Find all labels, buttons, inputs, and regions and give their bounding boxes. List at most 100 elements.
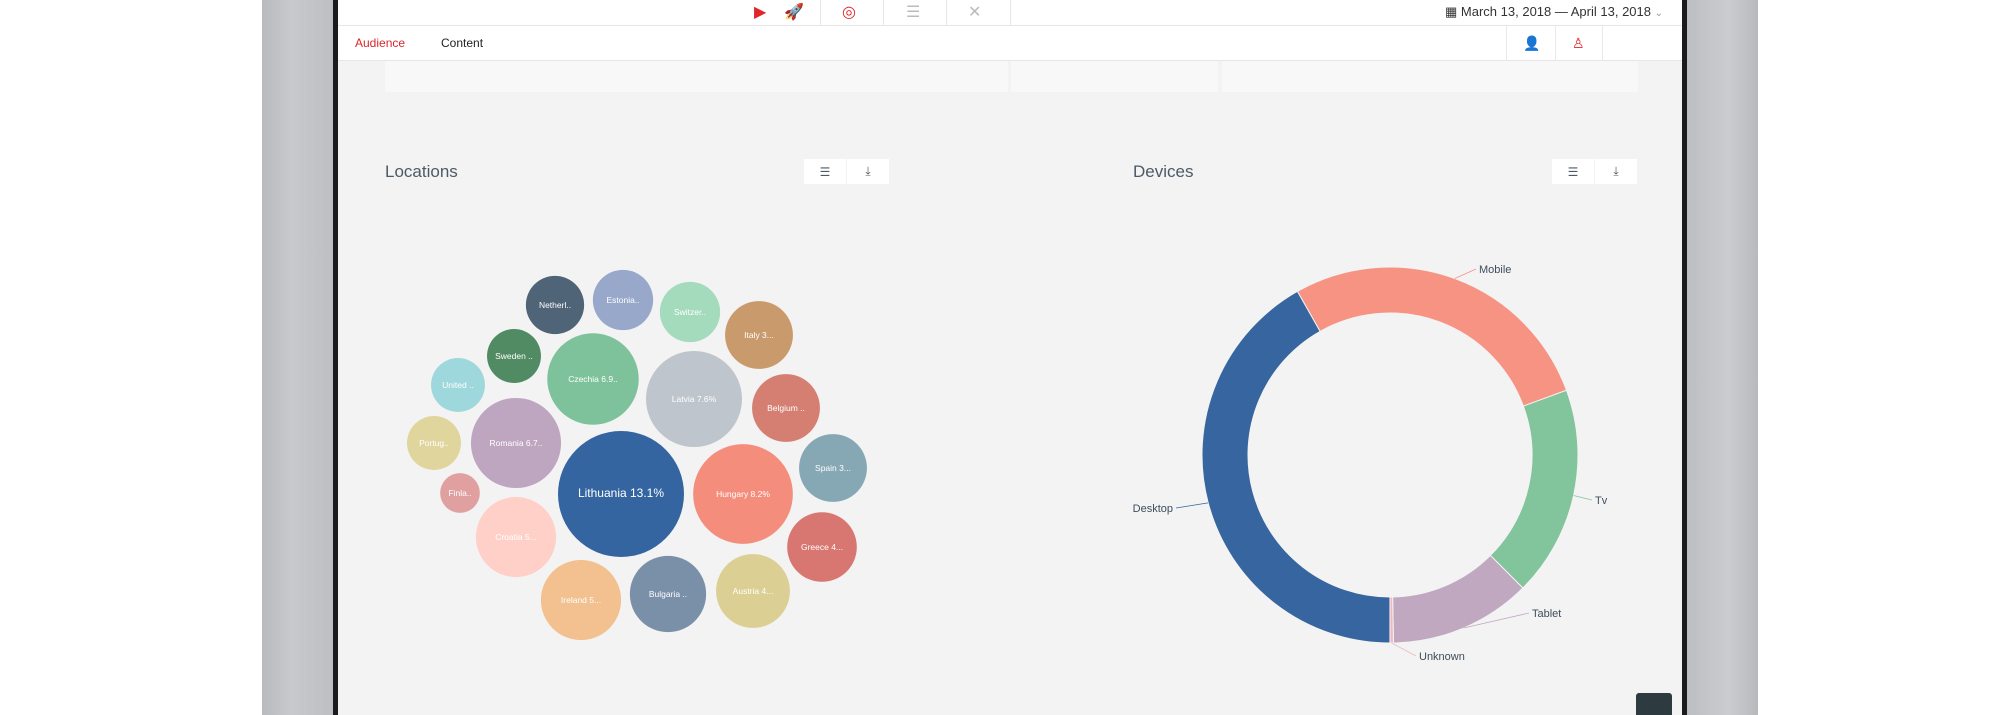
locations-list-button[interactable]: ☰	[804, 159, 846, 184]
bubble-label: Greece 4...	[801, 542, 843, 552]
bubble-circle[interactable]	[475, 496, 557, 578]
donut-slice-mobile[interactable]	[1296, 266, 1568, 407]
bubble-label: Ireland 5...	[561, 595, 601, 605]
tools-icon[interactable]: ✕	[968, 4, 982, 21]
bubble-3[interactable]: Czechia 6.9..	[547, 333, 639, 425]
bubble-2[interactable]: Latvia 7.6%	[646, 351, 742, 447]
locations-bubble-chart: Lithuania 13.1% Hungary 8.2% Latvia 7.6% Cz…	[407, 269, 867, 641]
tab-content[interactable]: Content	[441, 36, 484, 50]
bubble-14[interactable]: Switzer..	[659, 281, 721, 343]
devices-title: Devices	[1133, 162, 1194, 181]
target-icon[interactable]: ◎	[842, 4, 856, 21]
bubble-label: Estonia..	[606, 295, 639, 305]
bubble-label: Romania 6.7..	[490, 438, 543, 448]
divider	[1555, 26, 1556, 61]
bubble-10[interactable]: Italy 3...	[725, 301, 793, 369]
donut-slice-tv[interactable]	[1489, 389, 1579, 589]
chevron-down-icon: ⌄	[1654, 8, 1663, 19]
user-icon[interactable]: ♙	[1572, 35, 1585, 51]
bubble-5[interactable]: Croatia 5...	[475, 496, 557, 578]
bubble-circle[interactable]	[547, 333, 639, 425]
bubble-label: Spain 3...	[815, 463, 851, 473]
bubble-circle[interactable]	[646, 351, 742, 447]
locations-title: Locations	[385, 162, 458, 181]
bubble-circle[interactable]	[799, 434, 867, 502]
bubble-0[interactable]: Lithuania 13.1%	[558, 431, 684, 557]
bubble-circle[interactable]	[470, 397, 562, 489]
bubble-circle[interactable]	[592, 269, 654, 331]
bubble-19[interactable]: Finla..	[440, 473, 480, 513]
bubble-circle[interactable]	[629, 555, 707, 633]
summary-card	[1011, 61, 1218, 92]
summary-card	[1222, 61, 1638, 92]
divider	[1010, 0, 1011, 26]
bubble-8[interactable]: Austria 4...	[716, 554, 790, 628]
bubble-label: Latvia 7.6%	[672, 394, 717, 404]
bubble-1[interactable]: Hungary 8.2%	[693, 444, 793, 544]
calendar-icon: ▦	[1445, 4, 1458, 19]
bubble-11[interactable]: Belgium ..	[752, 374, 820, 442]
list-icon: ☰	[819, 164, 831, 179]
bubble-circle[interactable]	[487, 329, 541, 383]
bubble-17[interactable]: United ..	[431, 358, 485, 412]
divider	[883, 0, 884, 26]
bubble-16[interactable]: Sweden ..	[487, 329, 541, 383]
device-bezel-right	[1686, 0, 1758, 715]
bubble-circle[interactable]	[431, 358, 485, 412]
bubble-9[interactable]: Greece 4...	[787, 512, 857, 582]
donut-slice-unknown[interactable]	[1389, 596, 1394, 644]
bubble-7[interactable]: Bulgaria ..	[629, 555, 707, 633]
bubble-circle[interactable]	[558, 431, 684, 557]
bubble-label: Czechia 6.9..	[568, 374, 618, 384]
checklist-icon[interactable]: ☰	[906, 4, 921, 21]
bubble-circle[interactable]	[659, 281, 721, 343]
devices-download-button[interactable]: ⤓	[1595, 159, 1637, 184]
locations-download-button[interactable]: ⤓	[847, 159, 889, 184]
chat-button[interactable]	[1636, 693, 1672, 715]
divider	[1506, 26, 1507, 61]
donut-label: Tablet	[1532, 608, 1561, 620]
tab-audience[interactable]: Audience	[355, 36, 406, 50]
divider	[820, 0, 821, 26]
bubble-6[interactable]: Ireland 5...	[540, 559, 622, 641]
bubble-circle[interactable]	[787, 512, 857, 582]
summary-card	[385, 61, 1008, 92]
bubble-label: Sweden ..	[495, 351, 533, 361]
top-bar: ▶ 🚀 ◎ ☰ ✕ ▦ March 13, 2018 — April 13, 2…	[338, 0, 1682, 26]
bubble-label: Finla..	[448, 488, 471, 498]
rocket-icon[interactable]: 🚀	[784, 4, 804, 21]
list-icon: ☰	[1567, 164, 1579, 179]
bubble-circle[interactable]	[440, 473, 480, 513]
label-leader-line	[1391, 642, 1417, 657]
donut-label: Unknown	[1419, 651, 1465, 663]
screen-frame-right	[1682, 0, 1687, 715]
donut-label: Desktop	[1133, 503, 1173, 515]
donut-label: Mobile	[1479, 264, 1511, 276]
donut-slice-tablet[interactable]	[1392, 554, 1524, 644]
donut-slice-desktop[interactable]	[1201, 290, 1391, 644]
bubble-label: Netherl..	[539, 300, 571, 310]
bubble-circle[interactable]	[693, 444, 793, 544]
bubble-label: Austria 4...	[733, 586, 774, 596]
devices-list-button[interactable]: ☰	[1552, 159, 1594, 184]
bubble-4[interactable]: Romania 6.7..	[470, 397, 562, 489]
tab-bar: Audience Content 👤 ♙	[338, 26, 1682, 61]
user-settings-icon[interactable]: 👤	[1523, 35, 1541, 51]
download-icon: ⤓	[1613, 164, 1619, 178]
bubble-circle[interactable]	[525, 275, 585, 335]
bubble-circle[interactable]	[540, 559, 622, 641]
bubble-12[interactable]: Spain 3...	[799, 434, 867, 502]
bubble-circle[interactable]	[725, 301, 793, 369]
bubble-circle[interactable]	[752, 374, 820, 442]
date-range-picker[interactable]: ▦ March 13, 2018 — April 13, 2018 ⌄	[1445, 2, 1663, 24]
bubble-circle[interactable]	[716, 554, 790, 628]
youtube-icon[interactable]: ▶	[754, 4, 767, 21]
bubble-15[interactable]: Netherl..	[525, 275, 585, 335]
bubble-13[interactable]: Estonia..	[592, 269, 654, 331]
label-leader-line	[1573, 495, 1593, 501]
screen-frame-left	[333, 0, 338, 715]
bubble-label: Italy 3...	[744, 330, 774, 340]
bubble-label: Hungary 8.2%	[716, 489, 770, 499]
bubble-18[interactable]: Portug..	[407, 416, 461, 470]
bubble-circle[interactable]	[407, 416, 461, 470]
